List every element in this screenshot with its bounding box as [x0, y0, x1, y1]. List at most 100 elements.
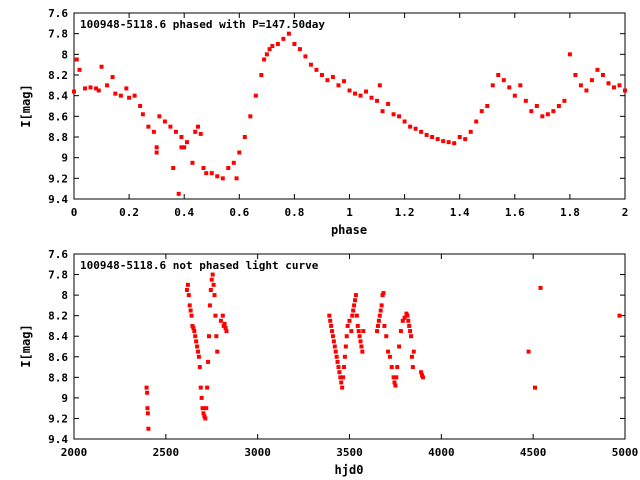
data-point [275, 42, 280, 46]
data-point [184, 287, 189, 292]
x-axis-label: hjd0 [335, 463, 364, 477]
data-point [347, 88, 352, 93]
data-point [132, 93, 137, 98]
data-point [430, 135, 435, 139]
data-point [332, 344, 337, 349]
data-point [375, 323, 380, 328]
x-tick-label: 1 [346, 206, 353, 219]
data-point [377, 83, 382, 88]
y-tick-label: 8.2 [48, 310, 68, 323]
data-point [407, 323, 412, 328]
data-point [83, 86, 88, 91]
data-point [375, 329, 380, 334]
data-point [617, 313, 622, 318]
data-point [534, 104, 539, 108]
data-point [190, 323, 195, 328]
data-point [193, 334, 198, 339]
x-tick-label: 0.4 [174, 206, 194, 219]
y-tick-label: 8.8 [48, 371, 68, 384]
data-point [584, 88, 589, 93]
data-point [179, 135, 184, 139]
data-point [389, 365, 394, 370]
data-point [208, 287, 213, 292]
data-point [179, 145, 184, 150]
y-tick-label: 8.2 [48, 69, 68, 82]
data-point [551, 109, 556, 114]
x-tick-label: 0 [71, 206, 78, 219]
data-point [479, 109, 484, 114]
data-point [331, 339, 336, 344]
data-point [369, 95, 374, 100]
data-points [144, 272, 622, 431]
data-point [270, 44, 275, 49]
data-point [380, 293, 385, 298]
data-point [146, 124, 151, 129]
data-point [463, 137, 468, 142]
data-point [171, 166, 176, 170]
data-point [523, 98, 528, 103]
data-point [567, 52, 572, 57]
y-tick-label: 8.8 [48, 131, 68, 144]
data-point [545, 112, 550, 117]
data-point [419, 129, 424, 134]
data-point [352, 303, 357, 308]
y-tick-label: 7.6 [48, 7, 68, 20]
data-point [303, 54, 308, 59]
data-point [203, 416, 208, 421]
data-point [195, 349, 200, 354]
data-point [206, 334, 211, 339]
chart-title: 100948-5118.6 not phased light curve [80, 259, 319, 272]
y-tick-label: 8.4 [48, 90, 68, 103]
y-tick-label: 9.2 [48, 412, 68, 425]
data-point [364, 89, 369, 94]
y-tick-label: 8.6 [48, 351, 68, 364]
axis-ticks: 2000 2500 3000 3500 4000 4500 5000 7.6 7.8 8 8.2 8.… [48, 248, 638, 459]
x-tick-label: 4500 [520, 446, 547, 459]
x-tick-label: 3500 [336, 446, 363, 459]
x-tick-label: 1.8 [560, 206, 580, 219]
data-point [408, 329, 413, 334]
data-point [182, 145, 187, 150]
data-point [402, 315, 407, 320]
data-point [529, 109, 534, 114]
chart-title: 100948-5118.6 phased with P=147.50day [80, 18, 325, 31]
data-point [474, 119, 479, 124]
data-point [325, 78, 330, 83]
y-axis-label: I[mag] [19, 324, 33, 367]
data-point [200, 406, 205, 411]
data-point [411, 349, 416, 354]
data-point [420, 373, 425, 378]
data-point [223, 326, 228, 330]
data-point [606, 81, 611, 86]
data-point [96, 88, 101, 93]
data-point [187, 303, 192, 308]
data-point [380, 109, 385, 114]
plot-frame [73, 12, 626, 200]
data-point [468, 129, 473, 134]
data-point [562, 98, 567, 103]
data-point [578, 83, 583, 88]
data-point [191, 326, 196, 330]
y-tick-label: 8 [61, 289, 68, 302]
y-tick-label: 7.8 [48, 269, 68, 282]
data-point [330, 334, 335, 339]
data-point [253, 93, 258, 98]
data-point [328, 318, 333, 323]
data-point [105, 83, 110, 88]
data-point [110, 75, 115, 80]
data-point [336, 365, 341, 370]
data-point [358, 93, 363, 98]
y-tick-label: 9.4 [48, 433, 68, 446]
x-tick-label: 2000 [61, 446, 88, 459]
data-point [210, 272, 215, 277]
data-point [281, 36, 286, 41]
data-point [262, 57, 267, 62]
data-point [386, 101, 391, 106]
data-point [381, 291, 386, 296]
data-point [357, 334, 362, 339]
data-point [196, 354, 201, 359]
data-point [145, 411, 150, 416]
data-point [199, 395, 204, 400]
data-point [345, 323, 350, 328]
